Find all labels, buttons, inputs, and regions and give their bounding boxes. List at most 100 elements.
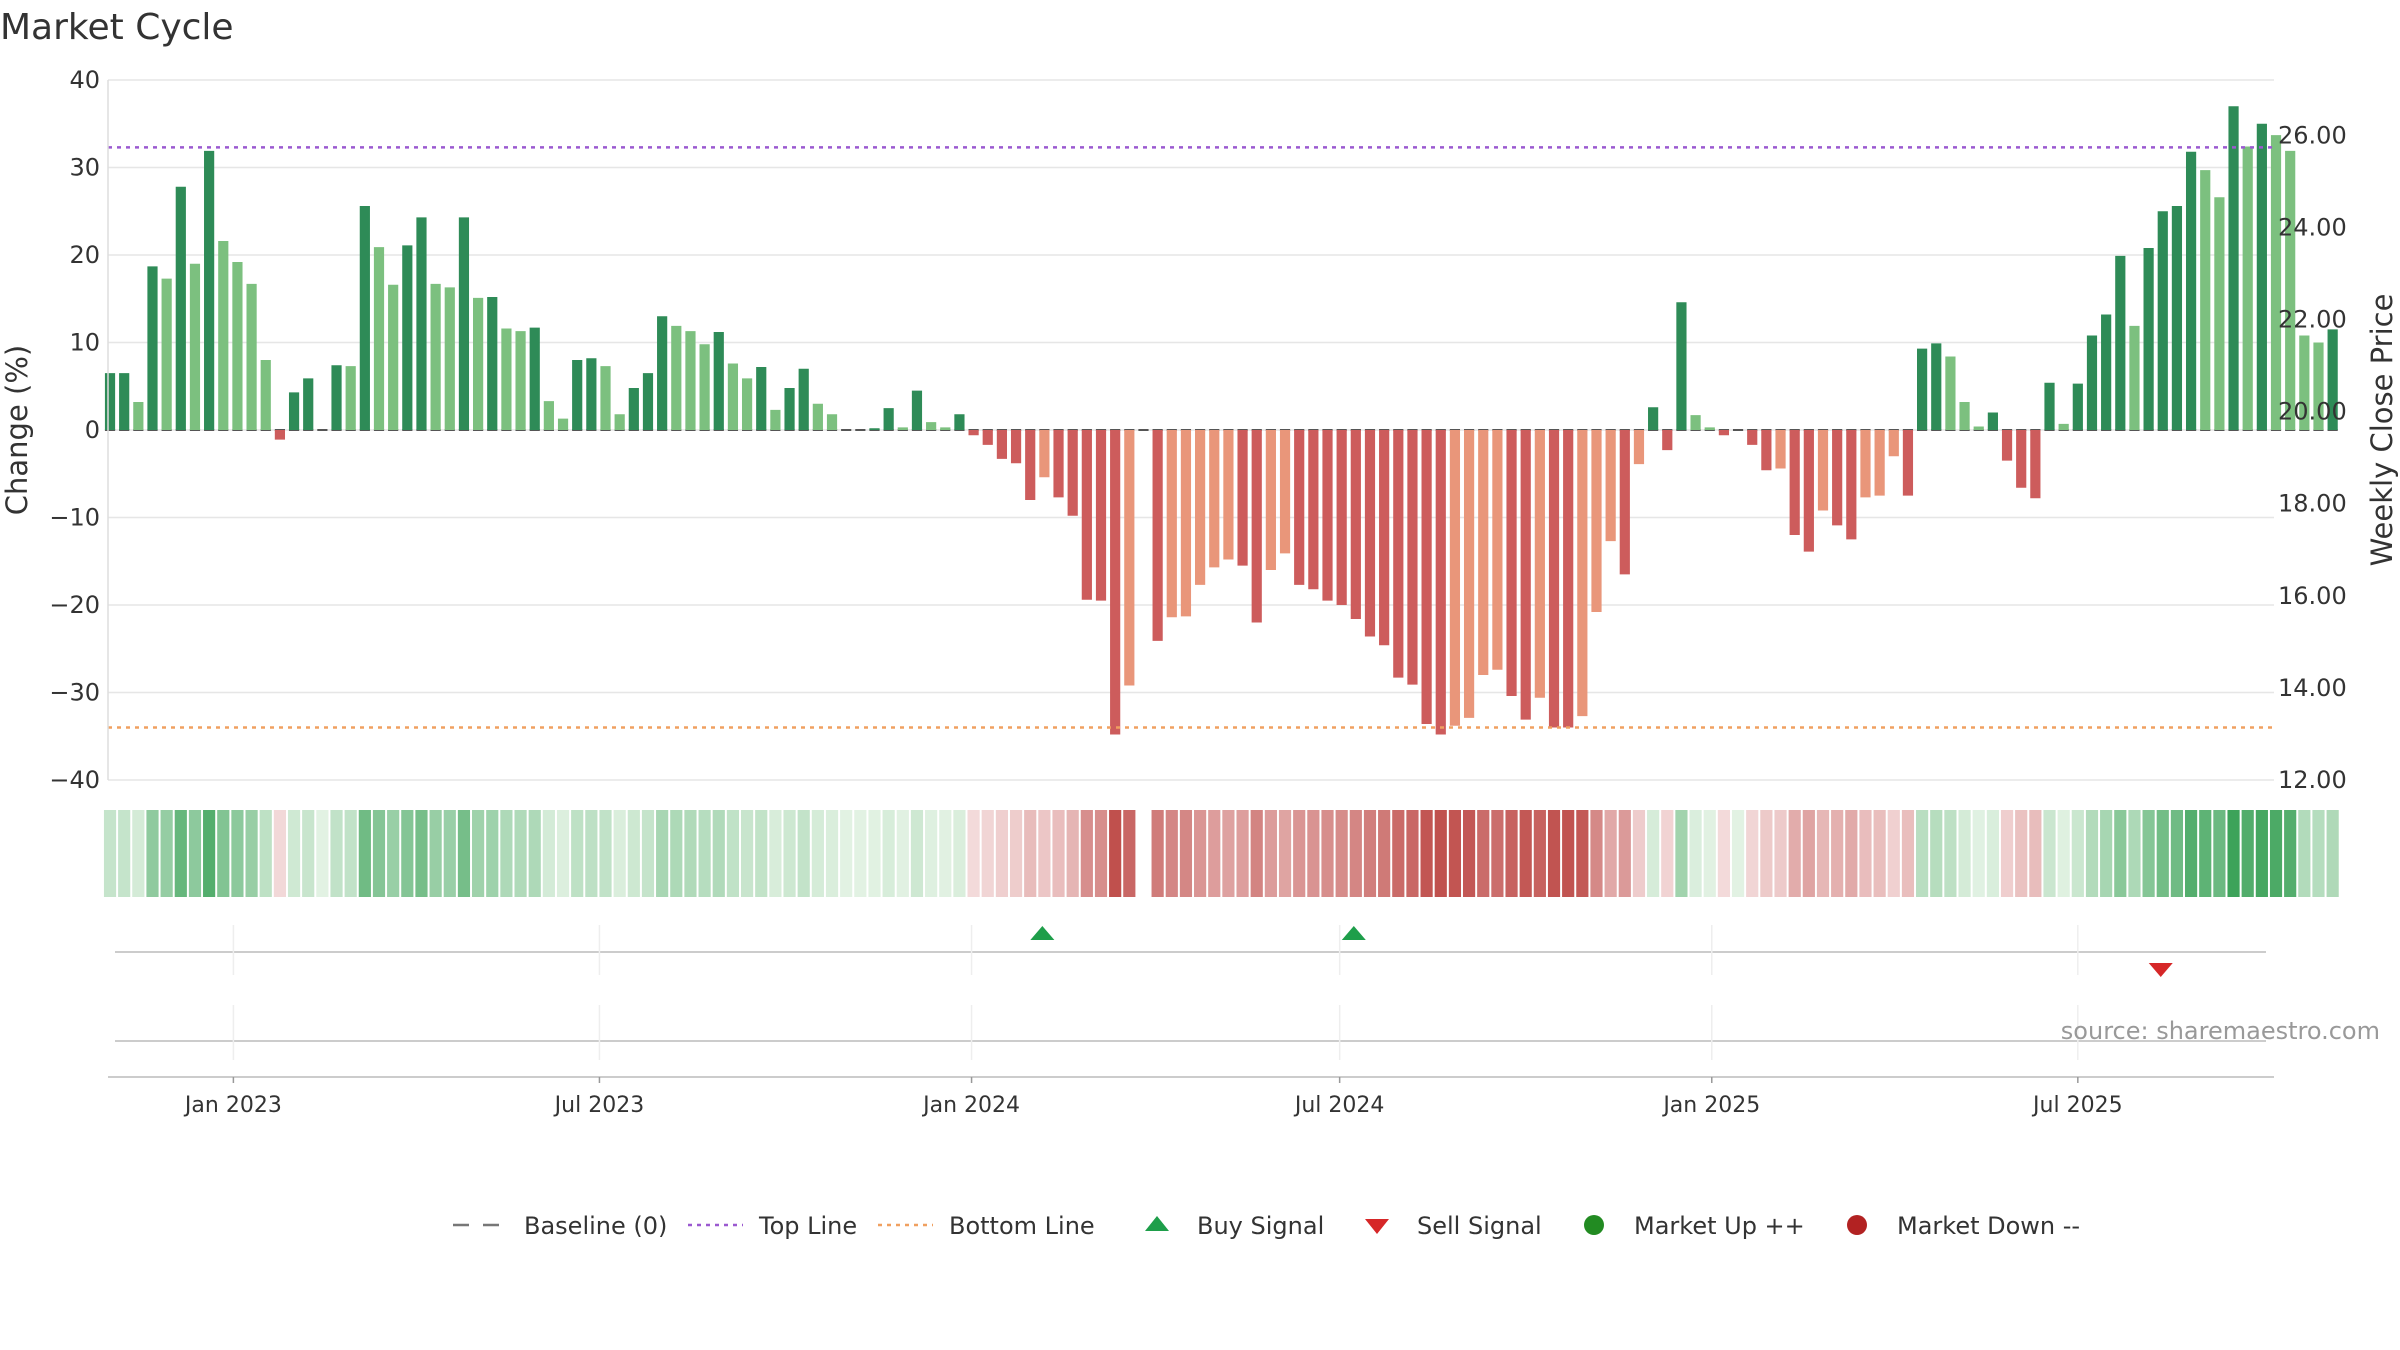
heat-cell — [797, 810, 810, 897]
heat-cell — [2298, 810, 2311, 897]
heat-cell — [2241, 810, 2254, 897]
bar — [741, 378, 753, 430]
heat-cell — [2184, 810, 2198, 897]
bar — [204, 150, 215, 430]
bar — [572, 360, 583, 430]
heat-cell — [1717, 810, 1730, 897]
bar — [1633, 430, 1645, 465]
heat-cell — [1788, 810, 1801, 897]
heat-cell — [2213, 810, 2226, 897]
bar — [416, 217, 427, 430]
heat-cell — [1859, 810, 1872, 897]
heat-cell — [500, 810, 513, 897]
bar — [1449, 430, 1461, 726]
heat-cell — [585, 810, 598, 897]
heat-cell — [1958, 810, 1971, 897]
heat-cell — [387, 810, 400, 897]
bar — [303, 378, 314, 430]
bar — [657, 316, 668, 430]
x-tick-label: Jul 2023 — [553, 1093, 645, 1118]
buy-signal-marker — [1341, 926, 1366, 940]
bar — [1166, 430, 1177, 618]
bar — [1902, 430, 1914, 496]
heat-cell — [1208, 810, 1221, 897]
heat-cell — [2015, 810, 2028, 897]
bar — [260, 360, 271, 430]
bar — [1124, 430, 1135, 686]
bar — [968, 430, 979, 436]
bar — [2200, 170, 2211, 430]
bar — [458, 217, 470, 430]
heat-cell — [1533, 810, 1546, 897]
bar — [232, 262, 243, 430]
bar — [1237, 430, 1248, 566]
bar — [288, 392, 300, 430]
heat-cell — [118, 810, 131, 897]
heat-cell — [273, 810, 286, 897]
heat-cell — [1731, 810, 1745, 897]
heat-cell — [1604, 810, 1617, 897]
heat-cell — [656, 810, 669, 897]
y-tick-label: −10 — [49, 504, 100, 532]
bar — [2129, 325, 2140, 430]
bar — [1152, 430, 1163, 641]
y2-tick-label: 24.00 — [2278, 213, 2347, 241]
bar — [543, 401, 554, 430]
heat-cell — [1802, 810, 1815, 897]
heat-cell — [1505, 810, 1518, 897]
bar — [1874, 430, 1885, 496]
bar — [1067, 430, 1078, 516]
legend-item: Buy Signal — [1145, 1212, 1324, 1240]
x-tick-label: Jan 2024 — [921, 1093, 1020, 1118]
heat-cell — [2071, 810, 2084, 897]
bar — [274, 430, 286, 440]
heat-cell — [1349, 810, 1362, 897]
bar — [1591, 430, 1602, 612]
legend-swatch-triangle-down — [1365, 1219, 1389, 1234]
legend-label: Bottom Line — [949, 1212, 1095, 1240]
heat-cell — [1661, 810, 1674, 897]
heatmap-strip — [103, 810, 2339, 897]
heat-cell — [330, 810, 343, 897]
heat-cell — [712, 810, 725, 897]
heat-cell — [783, 810, 796, 897]
bar — [1563, 430, 1574, 728]
heat-cell — [372, 810, 386, 897]
heat-cell — [769, 810, 782, 897]
heat-cell — [1406, 810, 1419, 897]
heat-cell — [1278, 810, 1292, 897]
bar — [2001, 430, 2013, 461]
bar — [2313, 342, 2324, 430]
x-tick-label: Jul 2025 — [2031, 1093, 2123, 1118]
sell-signal-marker — [2148, 963, 2173, 977]
bar — [1860, 430, 1871, 498]
heat-cell — [1335, 810, 1348, 897]
legend-item: Baseline (0) — [453, 1212, 667, 1240]
bar — [345, 366, 356, 430]
heat-cell — [344, 810, 357, 897]
bar — [2214, 197, 2225, 430]
y2-tick-label: 22.00 — [2278, 305, 2347, 333]
legend-label: Baseline (0) — [524, 1212, 667, 1240]
heat-cell — [755, 810, 768, 897]
heat-cell — [103, 810, 117, 897]
heat-cell — [840, 810, 853, 897]
y-tick-label: 30 — [69, 154, 100, 182]
heat-cell — [2057, 810, 2070, 897]
heat-cell — [160, 810, 173, 897]
bar — [1704, 427, 1715, 430]
bar — [1463, 430, 1475, 718]
bar — [2185, 151, 2197, 430]
heat-cell — [2284, 810, 2297, 897]
heat-cell — [358, 810, 371, 897]
heat-cell — [415, 810, 428, 897]
bar — [501, 328, 512, 430]
bar — [883, 408, 894, 430]
legend-label: Sell Signal — [1417, 1212, 1542, 1240]
heat-cell — [1887, 810, 1900, 897]
bar — [189, 263, 201, 430]
bar — [1435, 430, 1446, 735]
heat-cell — [1901, 810, 1915, 897]
heat-cell — [868, 810, 881, 897]
